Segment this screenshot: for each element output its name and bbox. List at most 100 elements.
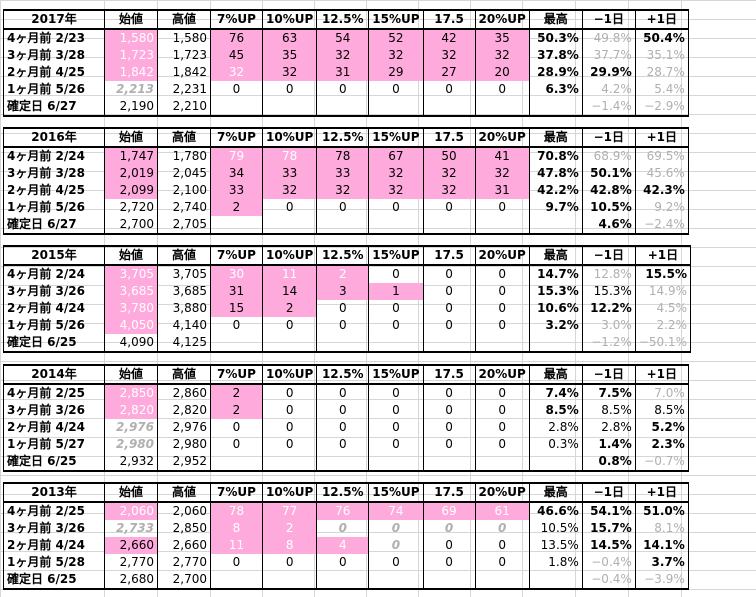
cell-u125[interactable]: 0 — [316, 300, 370, 317]
cell-u7[interactable]: 0 — [210, 317, 263, 334]
cell-u7[interactable]: 15 — [210, 300, 263, 317]
cell-p1[interactable]: 9.2% — [634, 199, 689, 216]
cell-u175[interactable]: 0 — [422, 283, 476, 300]
cell-m1[interactable]: −0.4% — [581, 554, 636, 571]
cell-u175[interactable]: 0 — [422, 300, 476, 317]
cell-p1[interactable]: 2.3% — [634, 436, 689, 453]
cell-u20[interactable]: 32 — [474, 165, 530, 182]
cell-u175[interactable]: 0 — [422, 317, 476, 334]
cell-u15[interactable] — [368, 334, 424, 353]
column-header[interactable]: −1日 — [581, 245, 636, 266]
cell-p1[interactable]: −3.9% — [634, 571, 689, 590]
cell-u10[interactable]: 32 — [261, 182, 318, 199]
column-header[interactable]: +1日 — [634, 127, 689, 148]
cell-u10[interactable]: 0 — [261, 384, 318, 402]
column-header[interactable]: 12.5% — [316, 127, 370, 148]
cell-u20[interactable]: 20 — [474, 64, 530, 81]
cell-max[interactable]: 70.8% — [528, 147, 583, 165]
cell-u20[interactable]: 0 — [474, 199, 530, 216]
column-header[interactable]: −1日 — [581, 127, 636, 148]
cell-u20[interactable]: 41 — [474, 147, 530, 165]
cell-max[interactable]: 2.8% — [528, 419, 583, 436]
cell-max[interactable]: 8.5% — [528, 402, 583, 419]
cell-u15[interactable]: 52 — [368, 29, 424, 47]
cell-high[interactable]: 2,850 — [157, 520, 211, 537]
cell-u15[interactable] — [368, 571, 424, 590]
cell-high[interactable]: 4,140 — [157, 317, 211, 334]
cell-high[interactable]: 2,820 — [157, 402, 211, 419]
column-header[interactable]: 20%UP — [474, 9, 530, 30]
cell-u15[interactable]: 32 — [368, 182, 424, 199]
column-header[interactable]: 7%UP — [210, 245, 263, 266]
cell-u7[interactable]: 76 — [210, 29, 263, 47]
cell-u175[interactable]: 32 — [422, 165, 476, 182]
cell-u175[interactable]: 50 — [422, 147, 476, 165]
column-header[interactable]: 17.5 — [422, 9, 476, 30]
column-header[interactable]: 最高 — [528, 364, 583, 385]
row-label[interactable]: 4ヶ月前 2/24 — [3, 265, 105, 283]
cell-high[interactable]: 1,580 — [157, 29, 211, 47]
column-header[interactable]: 最高 — [528, 127, 583, 148]
cell-u15[interactable]: 0 — [368, 199, 424, 216]
cell-u175[interactable] — [422, 216, 476, 235]
column-header[interactable]: 17.5 — [422, 364, 476, 385]
cell-p1[interactable]: −2.4% — [634, 216, 689, 235]
cell-m1[interactable]: 15.3% — [581, 283, 636, 300]
cell-start[interactable]: 2,850 — [104, 384, 158, 402]
cell-p1[interactable]: 7.0% — [634, 384, 689, 402]
cell-u175[interactable]: 0 — [422, 402, 476, 419]
column-header[interactable]: 15%UP — [368, 245, 424, 266]
row-label[interactable]: 3ヶ月前 3/26 — [3, 402, 105, 419]
cell-p1[interactable]: 28.7% — [634, 64, 689, 81]
cell-high[interactable]: 2,976 — [157, 419, 211, 436]
year-label[interactable]: 2013年 — [3, 482, 105, 503]
cell-u175[interactable]: 0 — [422, 265, 476, 283]
cell-p1[interactable]: 3.7% — [634, 554, 689, 571]
cell-u175[interactable]: 0 — [422, 199, 476, 216]
column-header[interactable]: 7%UP — [210, 9, 263, 30]
cell-u10[interactable]: 0 — [261, 554, 318, 571]
row-label[interactable]: 2ヶ月前 4/24 — [3, 537, 105, 554]
column-header[interactable]: 15%UP — [368, 9, 424, 30]
column-header[interactable]: 高値 — [157, 9, 211, 30]
year-label[interactable]: 2016年 — [3, 127, 105, 148]
year-label[interactable]: 2015年 — [3, 245, 105, 266]
cell-u7[interactable]: 11 — [210, 537, 263, 554]
cell-start[interactable]: 1,747 — [104, 147, 158, 165]
cell-u125[interactable] — [316, 334, 370, 353]
cell-max[interactable]: 6.3% — [528, 81, 583, 98]
column-header[interactable]: 最高 — [528, 482, 583, 503]
cell-start[interactable]: 2,099 — [104, 182, 158, 199]
cell-high[interactable]: 2,060 — [157, 502, 211, 520]
cell-u7[interactable]: 0 — [210, 419, 263, 436]
cell-m1[interactable]: 3.0% — [581, 317, 636, 334]
cell-p1[interactable]: 5.2% — [634, 419, 689, 436]
cell-u125[interactable]: 76 — [316, 502, 370, 520]
cell-u175[interactable] — [422, 98, 476, 117]
cell-u125[interactable] — [316, 571, 370, 590]
cell-u7[interactable] — [210, 216, 263, 235]
cell-max[interactable]: 42.2% — [528, 182, 583, 199]
row-label[interactable]: 1ヶ月前 5/28 — [3, 554, 105, 571]
cell-high[interactable]: 2,700 — [157, 571, 211, 590]
cell-m1[interactable]: −1.4% — [581, 98, 636, 117]
cell-high[interactable]: 4,125 — [157, 334, 211, 353]
cell-u10[interactable] — [261, 571, 318, 590]
cell-max[interactable]: 0.3% — [528, 436, 583, 453]
cell-max[interactable] — [528, 453, 583, 472]
cell-p1[interactable]: 14.9% — [634, 283, 691, 300]
cell-max[interactable]: 14.7% — [528, 265, 583, 283]
cell-u15[interactable]: 29 — [368, 64, 424, 81]
cell-m1[interactable]: 42.8% — [581, 182, 636, 199]
row-label[interactable]: 2ヶ月前 4/25 — [3, 182, 105, 199]
cell-start[interactable]: 2,720 — [104, 199, 158, 216]
column-header[interactable]: +1日 — [634, 482, 689, 503]
cell-start[interactable]: 1,580 — [104, 29, 158, 47]
cell-p1[interactable]: 15.5% — [634, 265, 691, 283]
cell-u15[interactable]: 74 — [368, 502, 424, 520]
cell-m1[interactable]: 4.2% — [581, 81, 636, 98]
cell-high[interactable]: 2,952 — [157, 453, 211, 472]
cell-u7[interactable]: 2 — [210, 402, 263, 419]
cell-u10[interactable]: 77 — [261, 502, 318, 520]
cell-u10[interactable]: 63 — [261, 29, 318, 47]
